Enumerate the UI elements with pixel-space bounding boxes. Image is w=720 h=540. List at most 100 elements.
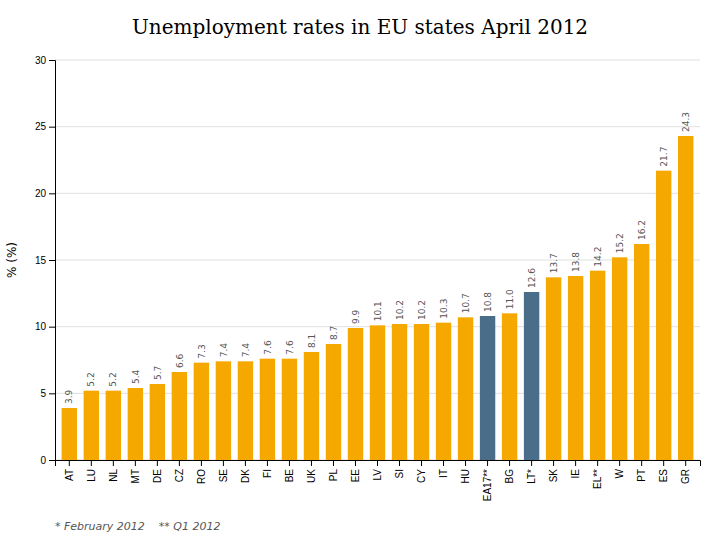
tick-mark <box>421 460 422 466</box>
tick-label: LV <box>372 469 383 481</box>
tick-mark <box>465 460 466 466</box>
tick-mark <box>49 193 55 194</box>
tick: 0 <box>40 455 55 466</box>
tick: W <box>614 460 625 478</box>
grid-line <box>55 60 700 61</box>
tick-label: SK <box>548 469 559 483</box>
tick-label: AT <box>64 469 75 481</box>
tick-label: 25 <box>35 121 47 132</box>
data-label: 7.6 <box>285 340 295 355</box>
tick: CY <box>416 460 427 483</box>
tick-mark <box>553 460 554 466</box>
tick: EE <box>350 460 361 482</box>
bar <box>106 391 121 460</box>
bar <box>194 363 209 460</box>
data-label: 7.4 <box>241 343 251 358</box>
bar <box>436 323 451 460</box>
data-label: 7.4 <box>219 343 229 358</box>
data-label: 7.3 <box>197 344 207 358</box>
tick-mark <box>179 460 180 466</box>
tick-mark <box>135 460 136 466</box>
data-label: 10.2 <box>417 300 427 320</box>
tick-mark <box>333 460 334 466</box>
bar <box>524 292 539 460</box>
tick: SK <box>548 460 559 482</box>
tick-label: HU <box>460 469 471 483</box>
bar <box>590 271 605 460</box>
tick-label: PT <box>636 469 647 482</box>
tick: DE <box>152 460 163 483</box>
bar <box>326 344 341 460</box>
tick: SE <box>218 460 229 482</box>
tick-label: RO <box>196 469 207 484</box>
data-label: 3.9 <box>64 389 74 404</box>
tick: DK <box>240 460 251 483</box>
y-axis-title: % (%) <box>5 242 19 278</box>
data-label: 9.9 <box>351 309 361 324</box>
data-label: 5.2 <box>86 372 96 386</box>
tick: IT <box>438 460 449 478</box>
tick-mark <box>619 460 620 466</box>
bar <box>502 313 517 460</box>
tick-mark <box>223 460 224 466</box>
tick-label: CZ <box>174 469 185 482</box>
tick-mark <box>311 460 312 466</box>
bar <box>128 388 143 460</box>
tick-mark <box>49 327 55 328</box>
grid <box>55 60 700 460</box>
bar <box>172 372 187 460</box>
tick: 15 <box>35 255 55 266</box>
bar <box>392 324 407 460</box>
tick-label: 15 <box>35 255 47 266</box>
tick-label: 0 <box>40 455 46 466</box>
tick: FI <box>262 460 273 478</box>
tick: LU <box>86 460 97 482</box>
data-label: 6.6 <box>175 353 185 368</box>
tick: RO <box>196 460 207 484</box>
bar <box>612 257 627 460</box>
tick-label: 10 <box>35 321 47 332</box>
data-labels: 3.95.25.25.45.76.67.37.47.47.67.68.18.79… <box>64 112 690 404</box>
tick: ES <box>658 460 669 482</box>
tick-mark <box>641 460 642 466</box>
data-label: 21.7 <box>659 147 669 167</box>
grid-line <box>55 126 700 127</box>
tick-mark <box>399 460 400 466</box>
bar <box>216 361 231 460</box>
grid-line <box>55 260 700 261</box>
tick-mark <box>531 460 532 466</box>
tick-mark <box>49 60 55 61</box>
data-label: 10.1 <box>373 301 383 321</box>
bar <box>414 324 429 460</box>
tick-mark <box>685 460 686 466</box>
axis-line <box>56 461 701 467</box>
tick-mark <box>91 460 92 466</box>
chart: Unemployment rates in EU states April 20… <box>0 0 720 540</box>
tick-label: DE <box>152 469 163 483</box>
tick-label: FI <box>262 469 273 478</box>
tick-mark <box>487 460 488 466</box>
bar <box>568 276 583 460</box>
tick: 25 <box>35 121 55 132</box>
tick-mark <box>201 460 202 466</box>
x-axis: ATLUNLMTDECZROSEDKFIBEUKPLEELVSICYITHUEA… <box>56 460 701 501</box>
data-label: 24.3 <box>681 112 691 132</box>
tick-label: 5 <box>40 388 46 399</box>
tick: SI <box>394 460 405 478</box>
title: Unemployment rates in EU states April 20… <box>132 15 588 39</box>
tick-mark <box>377 460 378 466</box>
y-axis: 051015202530 <box>35 55 56 466</box>
bar <box>634 244 649 460</box>
tick: HU <box>460 460 471 483</box>
tick-label: LU <box>86 469 97 482</box>
tick-mark <box>267 460 268 466</box>
data-label: 14.2 <box>593 247 603 267</box>
tick-mark <box>443 460 444 466</box>
tick-label: SE <box>218 469 229 483</box>
data-label: 10.8 <box>483 292 493 312</box>
tick: BE <box>284 460 295 482</box>
tick: MT <box>130 460 141 483</box>
tick: LT* <box>526 460 537 484</box>
tick-label: BE <box>284 469 295 483</box>
bar <box>370 325 385 460</box>
